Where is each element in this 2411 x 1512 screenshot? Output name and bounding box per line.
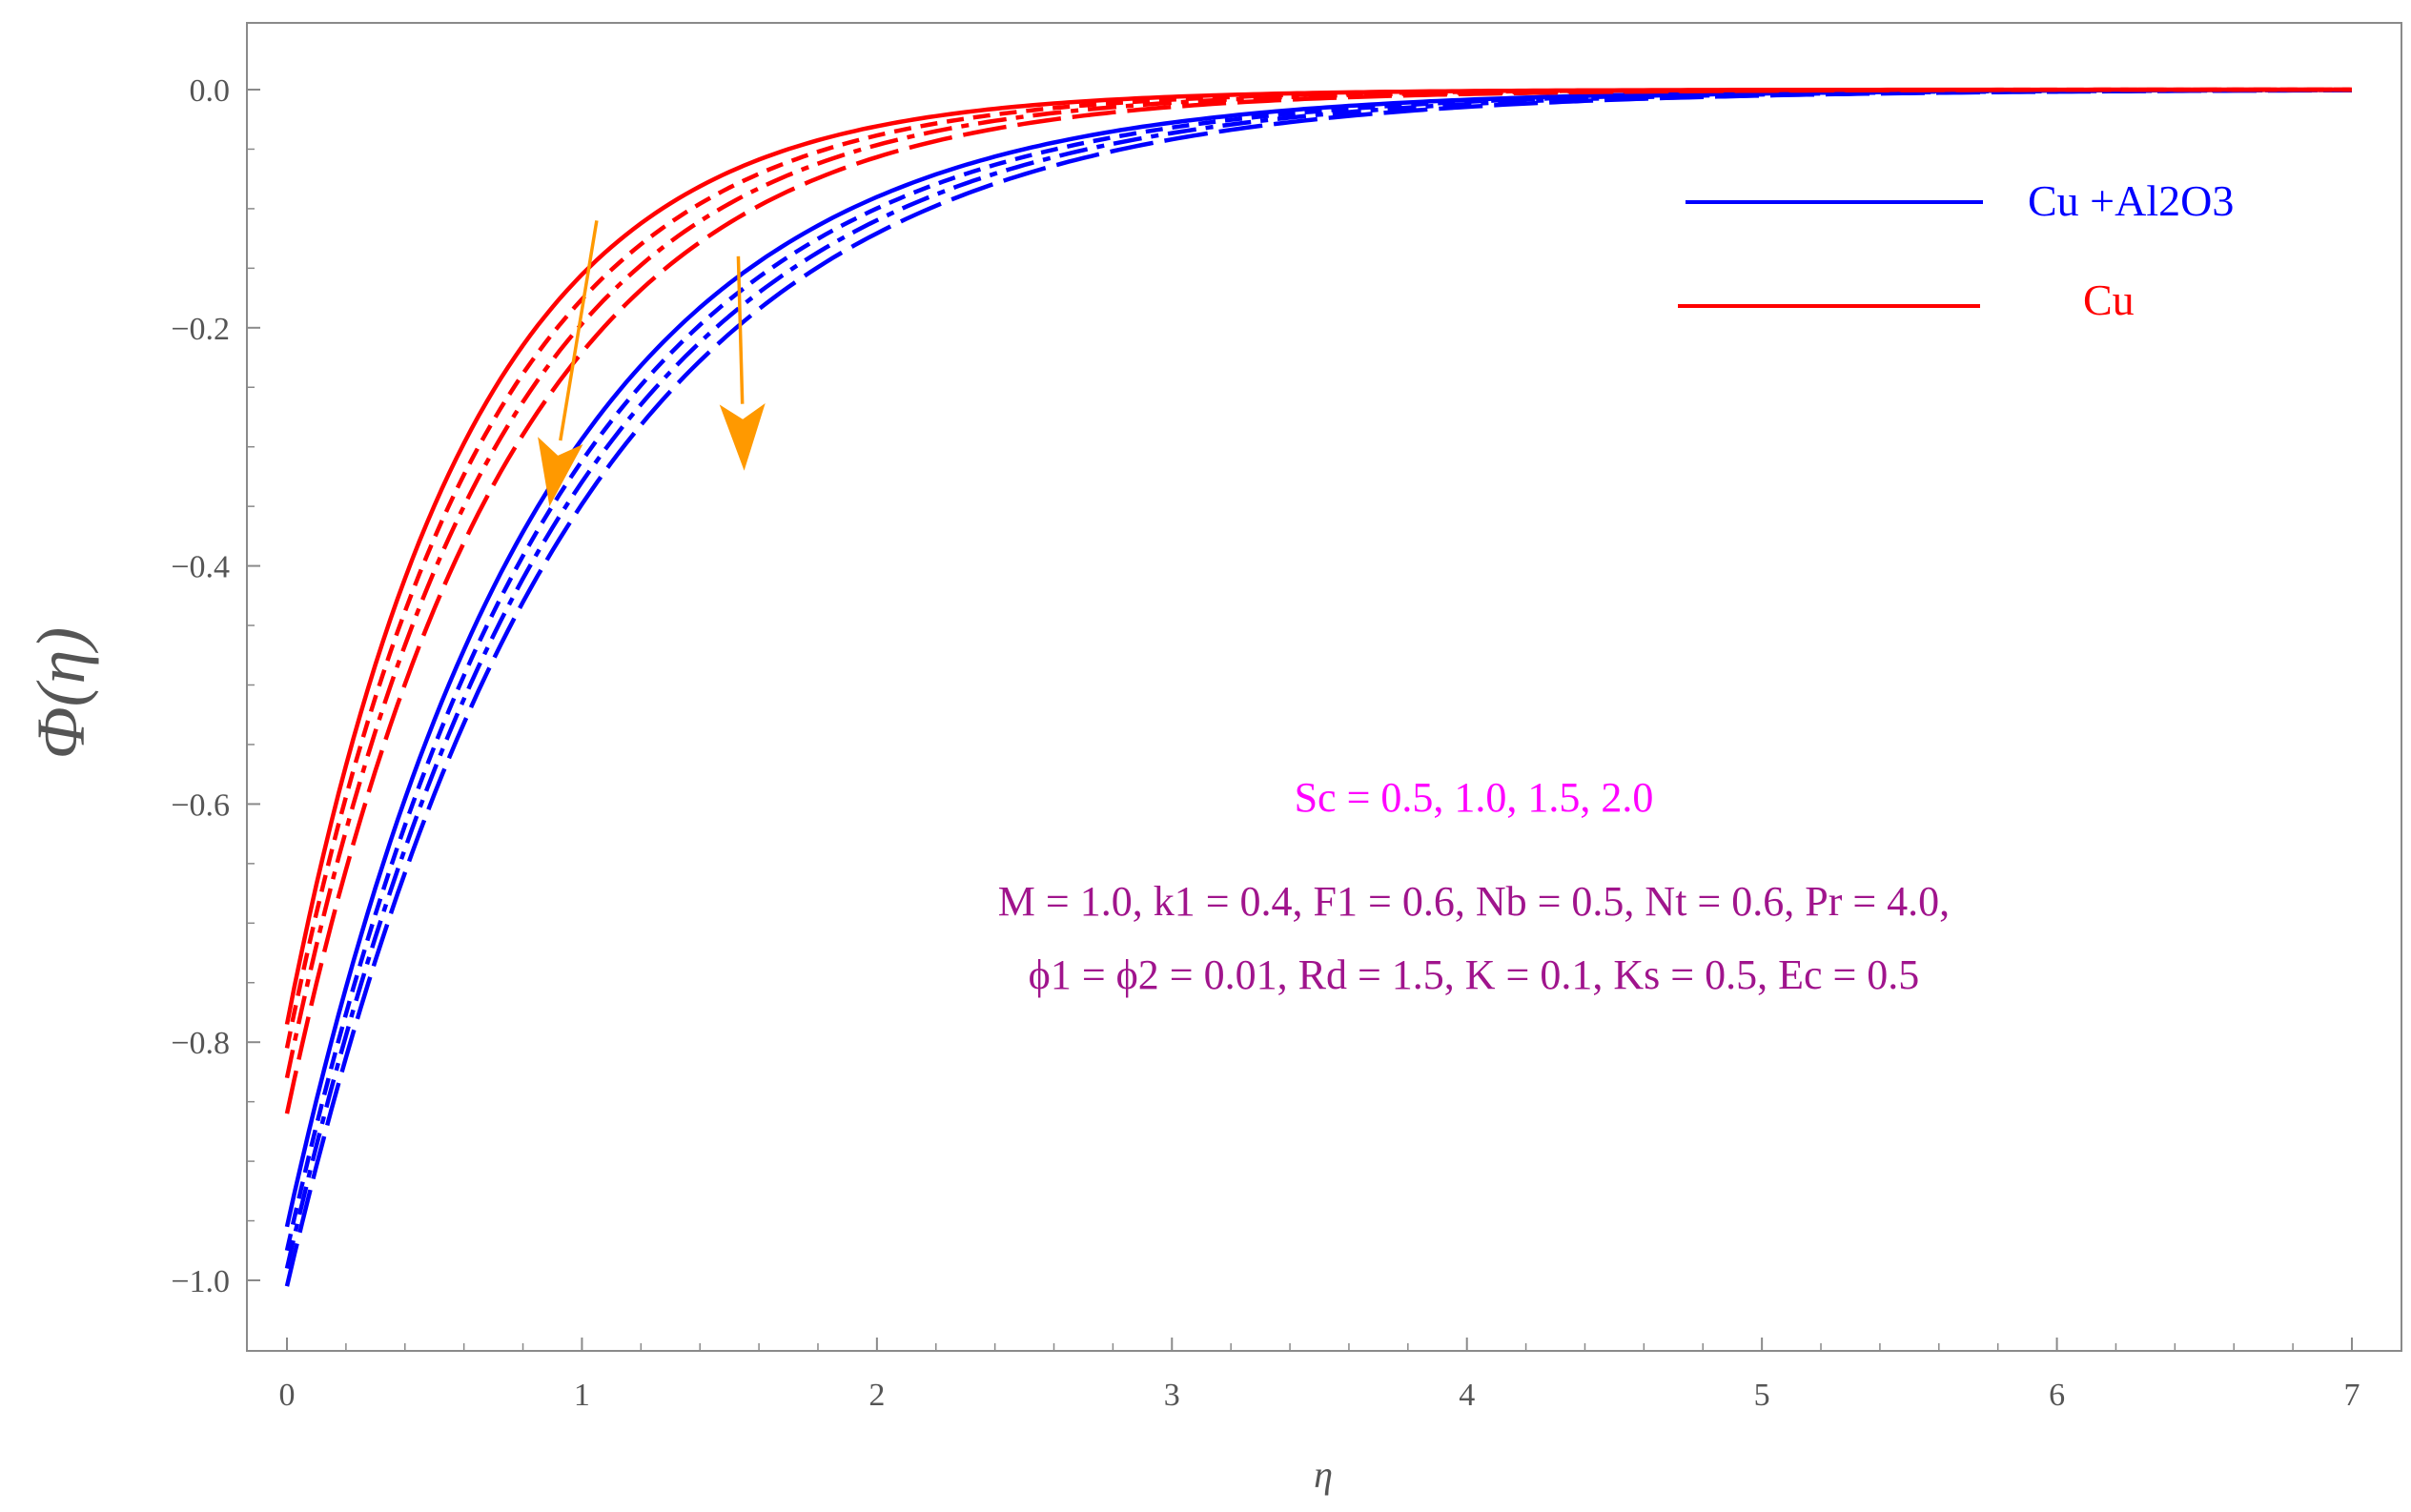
y-tick-label: −1.0 <box>171 1264 230 1299</box>
series-line-cu-long-dash <box>284 87 2352 1114</box>
x-tick-label: 7 <box>2344 1378 2360 1413</box>
y-tick-label: −0.8 <box>171 1026 230 1061</box>
x-tick-label: 5 <box>1754 1378 1770 1413</box>
trend-arrow-shaft <box>559 220 599 441</box>
legend-label-cu: Cu <box>2083 276 2135 324</box>
series-group <box>284 87 2352 1287</box>
x-tick-label: 1 <box>574 1378 590 1413</box>
y-tick-label: −0.6 <box>171 787 230 823</box>
legend-label-cu-al2o3: Cu +Al2O3 <box>2028 176 2234 225</box>
y-tick-label: −0.2 <box>171 312 230 347</box>
series-line-cu-dash-dot <box>284 87 2352 1079</box>
sc-values-annotation: Sc = 0.5, 1.0, 1.5, 2.0 <box>1295 774 1654 821</box>
y-tick-label: 0.0 <box>190 73 231 109</box>
series-line-cu-al2o3-dash-dot <box>284 88 2352 1270</box>
trend-arrow-head <box>719 403 766 471</box>
x-tick-label: 3 <box>1164 1378 1180 1413</box>
parameters-line-1: M = 1.0, k1 = 0.4, F1 = 0.6, Nb = 0.5, N… <box>998 878 1950 925</box>
series-line-cu-al2o3-short-dash <box>284 88 2352 1252</box>
y-axis-label: Φ(η) <box>23 627 99 759</box>
y-tick-label: −0.4 <box>171 550 230 585</box>
parameters-line-2: ϕ1 = ϕ2 = 0.01, Rd = 1.5, K = 0.1, Ks = … <box>1029 951 1920 998</box>
x-tick-label: 0 <box>279 1378 296 1413</box>
trend-arrow-head <box>538 437 583 507</box>
axis-ticks: 0 1 2 3 4 5 6 7 0.0 −0.2 −0.4 −0.6 −0.8 −1.0 <box>171 73 2360 1413</box>
x-tick-label: 2 <box>868 1378 885 1413</box>
series-line-cu-al2o3-long-dash <box>284 88 2352 1287</box>
arrows-group <box>538 220 766 507</box>
x-axis-label: η <box>1314 1453 1333 1496</box>
x-tick-label: 6 <box>2049 1378 2065 1413</box>
trend-arrow-shaft <box>736 255 745 404</box>
plot-frame <box>246 22 2402 1352</box>
x-tick-label: 4 <box>1459 1378 1475 1413</box>
legend: Cu +Al2O3 Cu <box>1678 176 2234 324</box>
